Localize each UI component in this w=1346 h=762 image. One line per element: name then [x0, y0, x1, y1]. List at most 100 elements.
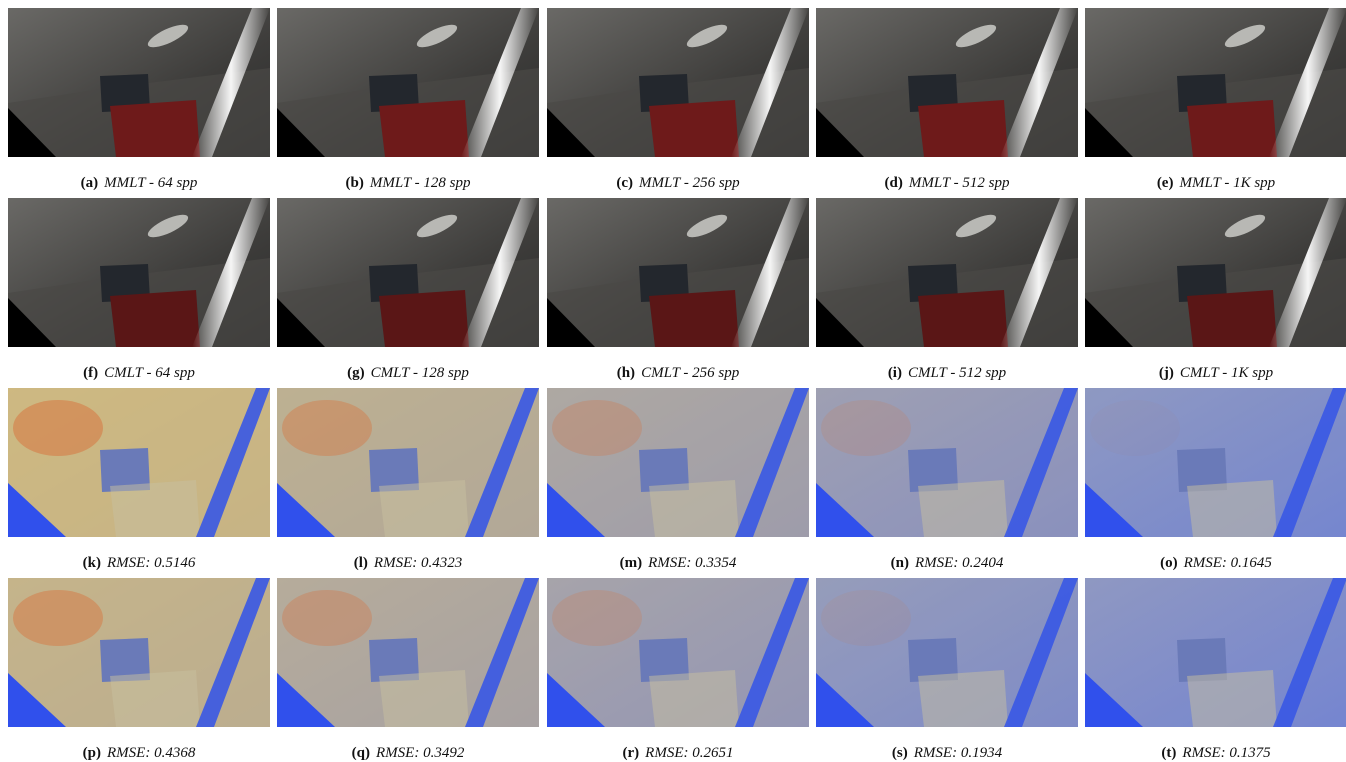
panel: (q)RMSE: 0.3492 — [277, 578, 539, 761]
heat-spot — [821, 590, 911, 646]
caption-label: (l) — [354, 555, 368, 571]
caption: (c) MMLT - 256 spp — [616, 175, 740, 191]
panel-image — [547, 578, 809, 727]
panel: (a)MMLT - 64 spp — [8, 8, 270, 191]
red-box — [918, 100, 1008, 157]
panel: (n)RMSE: 0.2404 — [816, 388, 1078, 571]
red-box — [649, 290, 739, 347]
caption-label: (t) — [1161, 745, 1176, 761]
caption: (d)MMLT - 512 spp — [884, 175, 1010, 191]
caption: (e)MMLT - 1K spp — [1157, 175, 1276, 191]
panel-image — [1085, 198, 1346, 347]
caption: (j) CMLT - 1K spp — [1159, 365, 1274, 381]
heat-spot — [13, 590, 103, 646]
heat-box — [1187, 670, 1277, 727]
caption-text: RMSE: 0.1934 — [913, 745, 1003, 761]
caption: (b)MMLT - 128 spp — [345, 175, 471, 191]
caption-label: (g) — [347, 365, 365, 381]
red-box — [379, 100, 469, 157]
panel-image — [547, 198, 809, 347]
panel-image — [8, 578, 270, 727]
heat-spot — [821, 400, 911, 456]
red-box — [110, 100, 200, 157]
heat-spot — [282, 590, 372, 646]
panel-image — [277, 198, 539, 347]
heat-box — [649, 670, 739, 727]
heat-box — [110, 670, 200, 727]
heat-box — [918, 480, 1008, 537]
caption-label: (o) — [1160, 555, 1178, 571]
panel-image — [816, 388, 1078, 537]
red-box — [1187, 100, 1277, 157]
red-box — [379, 290, 469, 347]
panel-image — [277, 388, 539, 537]
heat-spot — [1090, 400, 1180, 456]
panel: (g)CMLT - 128 spp — [277, 198, 539, 381]
caption: (r)RMSE: 0.2651 — [623, 745, 734, 761]
caption-text: MMLT - 1K spp — [1178, 175, 1275, 191]
heat-spot — [282, 400, 372, 456]
panel: (s) RMSE: 0.1934 — [816, 578, 1078, 761]
panel-image — [8, 8, 270, 157]
caption-label: (j) — [1159, 365, 1174, 381]
caption-text: RMSE: 0.3354 — [647, 555, 737, 571]
panel-image — [816, 578, 1078, 727]
caption-text: MMLT - 64 spp — [103, 175, 198, 191]
panel: (c) MMLT - 256 spp — [547, 8, 809, 191]
red-box — [649, 100, 739, 157]
panel: (h) CMLT - 256 spp — [547, 198, 809, 381]
panel: (r)RMSE: 0.2651 — [547, 578, 809, 761]
caption: (l) RMSE: 0.4323 — [354, 555, 463, 571]
caption-label: (h) — [617, 365, 635, 381]
caption-label: (i) — [888, 365, 902, 381]
caption-text: RMSE: 0.1645 — [1183, 555, 1273, 571]
caption-text: MMLT - 256 spp — [638, 175, 740, 191]
panel: (b)MMLT - 128 spp — [277, 8, 539, 191]
caption-label: (s) — [892, 745, 908, 761]
caption: (f) CMLT - 64 spp — [83, 365, 195, 381]
caption-text: RMSE: 0.4368 — [106, 745, 196, 761]
red-box — [1187, 290, 1277, 347]
caption: (t)RMSE: 0.1375 — [1161, 745, 1271, 761]
panel: (p) RMSE: 0.4368 — [8, 578, 270, 761]
caption-text: CMLT - 256 spp — [641, 365, 740, 381]
caption-text: RMSE: 0.2651 — [644, 745, 733, 761]
caption-label: (k) — [83, 555, 101, 571]
caption: (s) RMSE: 0.1934 — [892, 745, 1003, 761]
panel-image — [816, 198, 1078, 347]
caption-text: CMLT - 1K spp — [1180, 365, 1274, 381]
caption-label: (f) — [83, 365, 98, 381]
panel-image — [1085, 578, 1346, 727]
caption-text: RMSE: 0.4323 — [373, 555, 462, 571]
panel-image — [8, 198, 270, 347]
caption: (i)CMLT - 512 spp — [888, 365, 1007, 381]
caption-text: CMLT - 64 spp — [104, 365, 195, 381]
caption-label: (p) — [83, 745, 101, 761]
panel: (d)MMLT - 512 spp — [816, 8, 1078, 191]
caption: (n)RMSE: 0.2404 — [891, 555, 1004, 571]
panel-image — [1085, 388, 1346, 537]
caption: (q)RMSE: 0.3492 — [352, 745, 465, 761]
panel: (l) RMSE: 0.4323 — [277, 388, 539, 571]
heat-box — [1187, 480, 1277, 537]
caption: (g)CMLT - 128 spp — [347, 365, 469, 381]
panel-image — [547, 8, 809, 157]
caption-label: (c) — [616, 175, 633, 191]
caption-label: (n) — [891, 555, 909, 571]
panel-image — [277, 8, 539, 157]
panel-image — [547, 388, 809, 537]
red-box — [918, 290, 1008, 347]
heat-spot — [552, 590, 642, 646]
heat-box — [110, 480, 200, 537]
caption-text: MMLT - 128 spp — [369, 175, 471, 191]
panel: (t)RMSE: 0.1375 — [1085, 578, 1346, 761]
panel: (m)RMSE: 0.3354 — [547, 388, 809, 571]
caption: (k) RMSE: 0.5146 — [83, 555, 196, 571]
caption-label: (a) — [81, 175, 99, 191]
caption: (o) RMSE: 0.1645 — [1160, 555, 1272, 571]
panel-image — [8, 388, 270, 537]
caption-text: RMSE: 0.5146 — [106, 555, 196, 571]
panel: (e)MMLT - 1K spp — [1085, 8, 1346, 191]
caption-label: (r) — [623, 745, 640, 761]
caption-text: RMSE: 0.3492 — [375, 745, 465, 761]
